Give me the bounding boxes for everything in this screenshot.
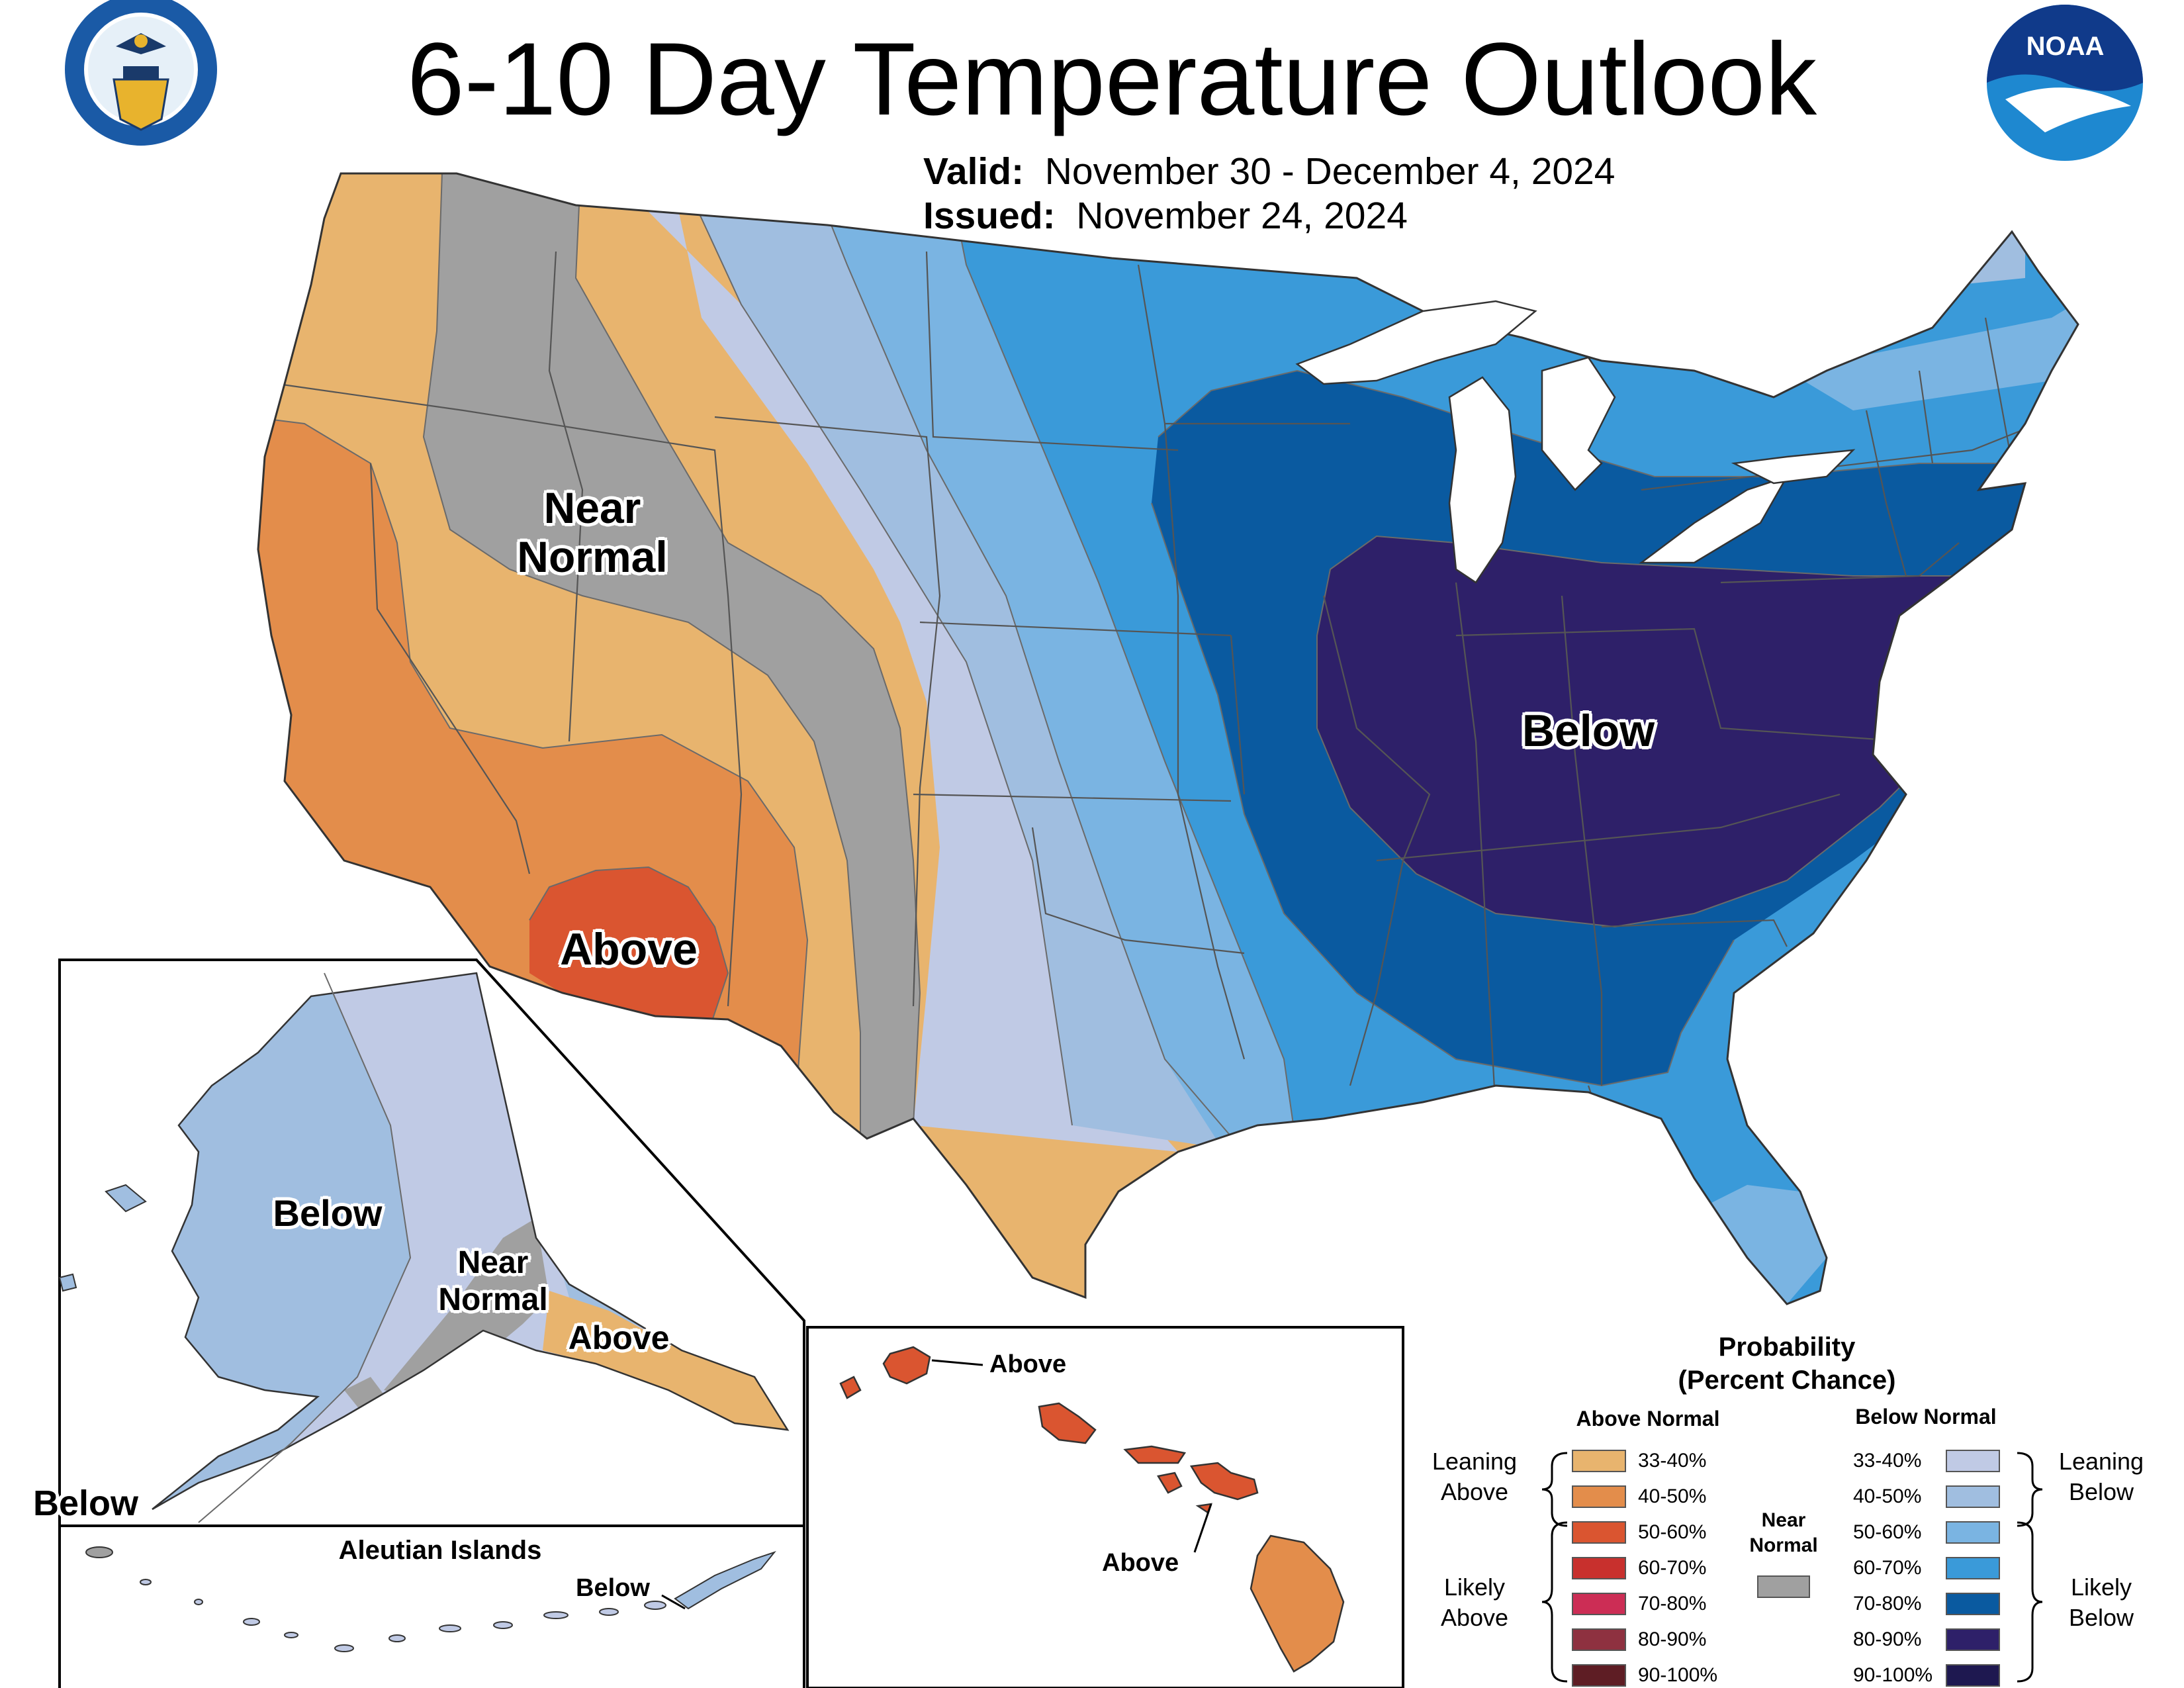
alaska-above-label: Above [568,1319,670,1356]
valid-dates: November 30 - December 4, 2024 [1044,150,1615,193]
below-range-label-1: 33-40% [1853,1450,1922,1472]
valid-line: Valid: November 30 - December 4, 2024 [923,149,1615,194]
above-range-label-3: 50-60% [1638,1521,1707,1543]
likely-above-line2: Above [1440,1604,1509,1631]
alaska-below-label: Below [273,1192,383,1234]
conus-above-label: Above [560,924,698,974]
alaska-near-line1: Near [457,1245,529,1280]
below-swatch-2 [1946,1485,2000,1508]
legend-above-swatches: 33-40% 40-50% 50-60% 60-70% 70-80% 80-90% 90-1… [1572,1450,1744,1688]
legend-likely-below: Likely Below [2045,1572,2158,1633]
hawaii-above-label-1: Above [989,1350,1067,1378]
above-swatch-4 [1572,1557,1626,1579]
below-range-label-4: 60-70% [1853,1557,1922,1579]
above-range-label-2: 40-50% [1638,1485,1707,1507]
below-range-label-7: 90-100% [1853,1664,1933,1686]
below-range-label-3: 50-60% [1853,1521,1922,1543]
below-range-label-5: 70-80% [1853,1593,1922,1615]
conus-below-label: Below [1522,706,1655,756]
great-lakes [1295,300,1856,584]
below-swatch-6 [1946,1628,2000,1651]
alaska-near-normal-label: Near Normal [424,1244,563,1319]
hawaii-islands-shapes [839,1346,1345,1673]
leaning-below-line2: Below [2068,1478,2134,1505]
above-swatch-3 [1572,1521,1626,1544]
alaska-outline [152,972,790,1511]
legend-below-header: Below Normal [1855,1405,1997,1429]
near-normal-line1: Near [1761,1509,1806,1531]
aleutian-title: Aleutian Islands [338,1536,542,1565]
above-swatch-2 [1572,1485,1626,1508]
conus-near-normal-line2: Normal [517,532,668,581]
above-range-label-4: 60-70% [1638,1557,1707,1579]
above-swatch-7 [1572,1664,1626,1687]
conus-near-normal-line1: Near [543,483,641,532]
below-swatch-4 [1946,1557,2000,1579]
issued-date: November 24, 2024 [1076,195,1408,237]
issued-label: Issued: [923,195,1056,237]
conus-outline [257,172,2079,1305]
above-range-label-7: 90-100% [1638,1664,1718,1686]
aleutian-below-label: Below [576,1574,650,1602]
alaska-below-corner-label: Below [33,1483,139,1523]
aleutian-panel [58,1524,805,1688]
legend-leaning-above: Leaning Above [1422,1446,1527,1507]
hawaii-above-label-2: Above [1102,1549,1179,1577]
legend-below-swatches: 33-40% 40-50% 50-60% 60-70% 70-80% 80-90% 90-1… [1853,1450,2019,1688]
below-swatch-7 [1946,1664,2000,1687]
legend-title-line1: Probability [1718,1333,1856,1362]
below-range-label-2: 40-50% [1853,1485,1922,1507]
alaska-near-line2: Normal [438,1282,548,1317]
above-swatch-1 [1572,1450,1626,1472]
above-swatch-5 [1572,1593,1626,1615]
leaning-above-line2: Above [1440,1478,1509,1505]
legend-near-normal-label: Near Normal [1741,1508,1827,1558]
legend-near-normal-swatch [1757,1575,1810,1598]
below-range-label-6: 80-90% [1853,1628,1922,1650]
legend-likely-above: Likely Above [1422,1572,1527,1633]
above-range-label-1: 33-40% [1638,1450,1707,1472]
legend-above-header: Above Normal [1576,1407,1720,1430]
valid-label: Valid: [923,150,1024,193]
below-swatch-5 [1946,1593,2000,1615]
likely-above-line1: Likely [1443,1573,1506,1601]
legend-title-line2: (Percent Chance) [1678,1366,1896,1395]
page-title: 6-10 Day Temperature Outlook [406,22,1817,137]
leaning-above-line1: Leaning [1432,1448,1518,1475]
above-swatch-6 [1572,1628,1626,1651]
conus-near-normal-label: Near Normal [483,483,702,581]
below-swatch-1 [1946,1450,2000,1472]
noaa-logo [1987,5,2143,161]
likely-below-line2: Below [2068,1604,2134,1631]
below-swatch-3 [1946,1521,2000,1544]
legend-title: Probability (Percent Chance) [1668,1331,1906,1397]
above-range-label-6: 80-90% [1638,1628,1707,1650]
department-of-commerce-seal [65,0,217,146]
issued-line: Issued: November 24, 2024 [923,193,1408,238]
likely-below-line1: Likely [2070,1573,2132,1601]
legend-leaning-below: Leaning Below [2045,1446,2158,1507]
noaa-wordmark: NOAA [2026,32,2105,61]
leaning-below-line1: Leaning [2058,1448,2144,1475]
aleutian-islands-shapes [85,1546,776,1652]
near-normal-line2: Normal [1749,1534,1818,1556]
above-range-label-5: 70-80% [1638,1593,1707,1615]
